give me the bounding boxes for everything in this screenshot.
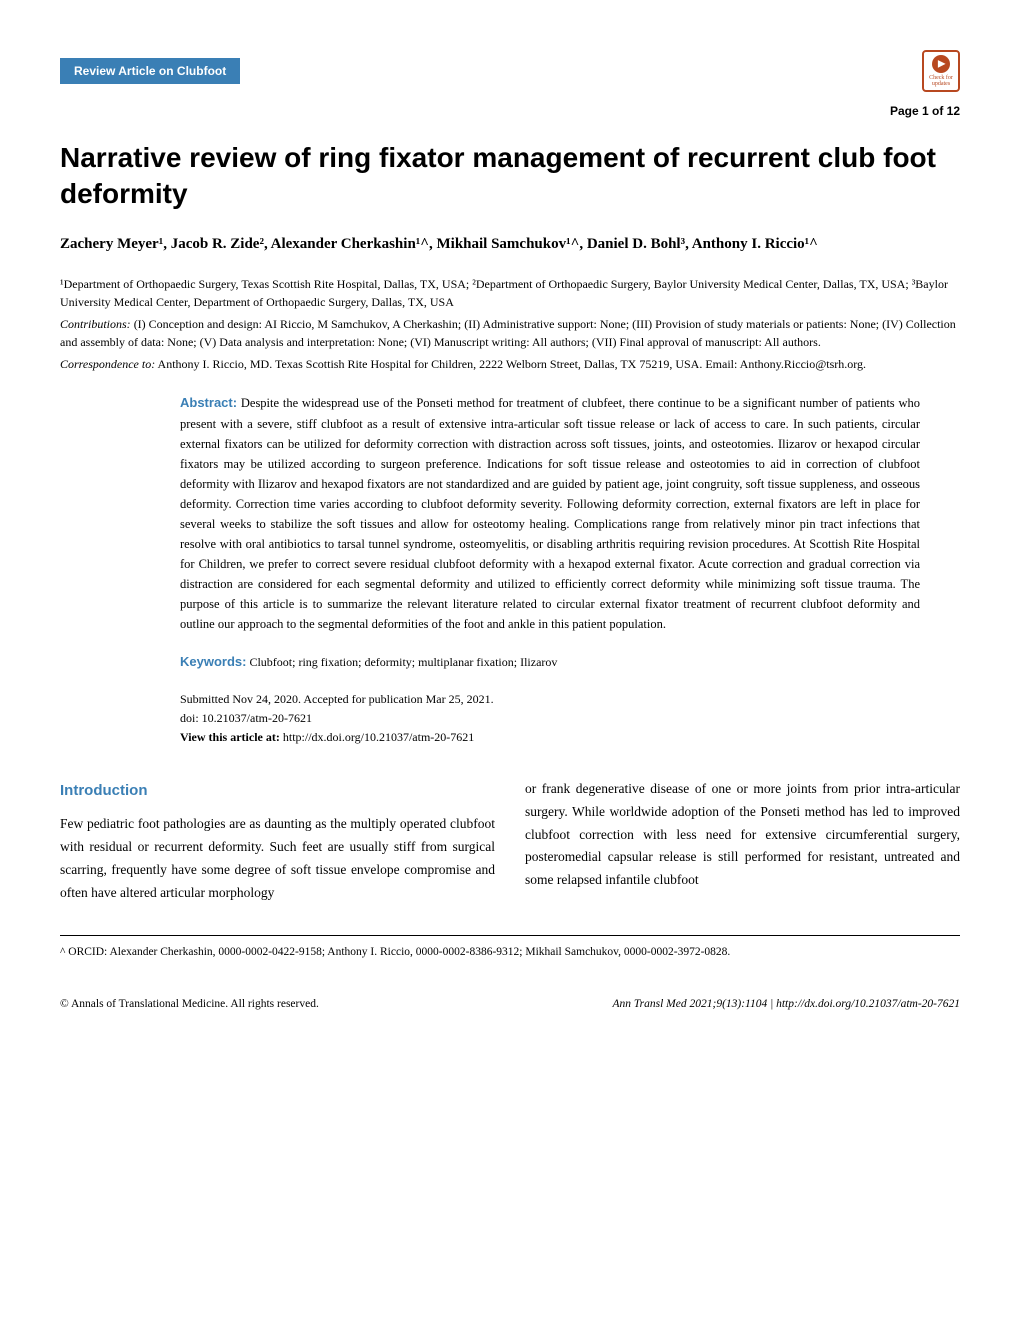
view-article-label: View this article at: (180, 730, 283, 744)
keywords-label: Keywords: (180, 654, 246, 669)
contributions: Contributions: (I) Conception and design… (60, 315, 960, 351)
correspondence-text: Anthony I. Riccio, MD. Texas Scottish Ri… (155, 357, 866, 371)
abstract-text: Despite the widespread use of the Ponset… (180, 396, 920, 631)
footer-copyright: © Annals of Translational Medicine. All … (60, 998, 319, 1010)
correspondence: Correspondence to: Anthony I. Riccio, MD… (60, 355, 960, 373)
keywords-line: Keywords: Clubfoot; ring fixation; defor… (180, 654, 920, 670)
contributions-text: (I) Conception and design: AI Riccio, M … (60, 317, 956, 349)
article-type-badge: Review Article on Clubfoot (60, 58, 240, 84)
topbar-right: Check for updates (922, 50, 960, 92)
view-article-url: http://dx.doi.org/10.21037/atm-20-7621 (283, 730, 474, 744)
abstract-paragraph: Abstract: Despite the widespread use of … (180, 393, 920, 634)
submission-view: View this article at: http://dx.doi.org/… (180, 728, 920, 747)
body-column-left: Introduction Few pediatric foot patholog… (60, 778, 495, 905)
body-text-col2: or frank degenerative disease of one or … (525, 778, 960, 893)
submission-doi: doi: 10.21037/atm-20-7621 (180, 709, 920, 728)
contributions-label: Contributions: (60, 317, 131, 331)
footer-citation: Ann Transl Med 2021;9(13):1104 | http://… (613, 998, 961, 1010)
article-title: Narrative review of ring fixator managem… (60, 140, 960, 213)
submission-dates: Submitted Nov 24, 2020. Accepted for pub… (180, 690, 920, 709)
check-updates-badge[interactable]: Check for updates (922, 50, 960, 92)
topbar: Review Article on Clubfoot Check for upd… (60, 50, 960, 92)
page-footer: © Annals of Translational Medicine. All … (60, 998, 960, 1010)
authors-list: Zachery Meyer¹, Jacob R. Zide², Alexande… (60, 233, 960, 256)
keywords-block: Keywords: Clubfoot; ring fixation; defor… (180, 654, 920, 670)
section-heading-introduction: Introduction (60, 778, 495, 804)
abstract-block: Abstract: Despite the widespread use of … (180, 393, 920, 634)
affiliations: ¹Department of Orthopaedic Surgery, Texa… (60, 275, 960, 311)
footnote-divider (60, 935, 960, 936)
body-text-col1: Few pediatric foot pathologies are as da… (60, 813, 495, 905)
orcid-footnote: ^ ORCID: Alexander Cherkashin, 0000-0002… (60, 946, 960, 958)
submission-block: Submitted Nov 24, 2020. Accepted for pub… (180, 690, 920, 748)
body-column-right: or frank degenerative disease of one or … (525, 778, 960, 905)
check-updates-icon (932, 55, 950, 73)
abstract-label: Abstract: (180, 395, 237, 410)
keywords-text: Clubfoot; ring fixation; deformity; mult… (246, 655, 557, 669)
body-columns: Introduction Few pediatric foot patholog… (60, 778, 960, 905)
check-updates-label: Check for updates (924, 75, 958, 87)
correspondence-label: Correspondence to: (60, 357, 155, 371)
page-number: Page 1 of 12 (890, 104, 960, 118)
